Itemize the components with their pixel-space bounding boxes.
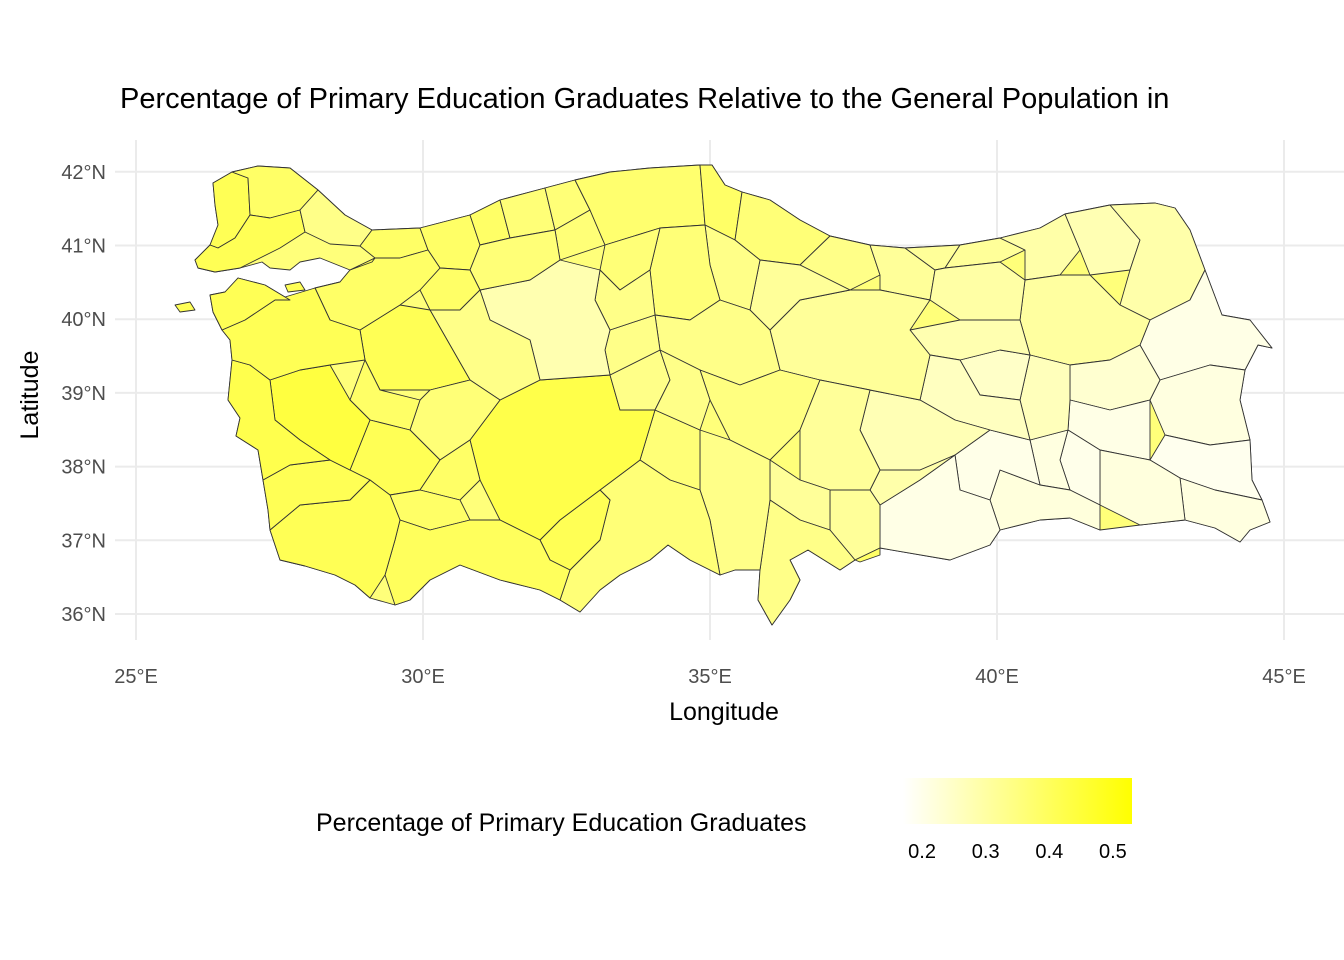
chart-title: Percentage of Primary Education Graduate… [120,83,1169,115]
x-tick-label: 35°E [688,666,732,688]
province-nevsehir [654,349,711,431]
y-tick-label: 41°N [61,236,106,258]
province-yalova [349,257,376,271]
province-ordu [799,235,881,291]
province-canakkale [209,277,291,331]
x-tick-label: 30°E [401,666,445,688]
legend-ticks: 0.2 0.3 0.4 0.5 [908,841,1127,863]
y-tick-label: 42°N [61,162,106,184]
marmara-island [284,281,306,293]
legend-tick-label: 0.3 [972,841,1000,863]
province-kilis [854,547,881,563]
province-polygons [194,164,1273,626]
y-tick-label: 40°N [61,309,106,331]
x-axis-ticks: 25°E 30°E 35°E 40°E 45°E [114,666,1306,688]
legend-tick-label: 0.2 [908,841,936,863]
turkey-provinces-map [174,164,1273,626]
y-tick-label: 37°N [61,530,106,552]
y-tick-label: 36°N [61,604,106,626]
province-bolu [469,229,561,291]
province-hatay [757,499,856,626]
y-axis-title: Latitude [16,351,44,440]
x-axis-title: Longitude [669,698,779,726]
province-gumushane [929,261,1026,321]
province-rize [944,237,1026,269]
legend-tick-label: 0.5 [1099,841,1127,863]
y-axis-ticks: 36°N 37°N 38°N 39°N 40°N 41°N 42°N [61,162,106,626]
legend-title: Percentage of Primary Education Graduate… [316,809,807,837]
province-antalya [384,519,571,606]
legend: Percentage of Primary Education Graduate… [316,778,1132,863]
province-artvin [999,213,1081,281]
x-tick-label: 45°E [1262,666,1306,688]
legend-colorbar [903,778,1132,824]
y-tick-label: 38°N [61,457,106,479]
province-isparta [419,439,481,501]
x-tick-label: 25°E [114,666,158,688]
x-tick-label: 40°E [975,666,1019,688]
legend-tick-label: 0.4 [1035,841,1063,863]
y-tick-label: 39°N [61,383,106,405]
gokceada-island [174,301,196,313]
